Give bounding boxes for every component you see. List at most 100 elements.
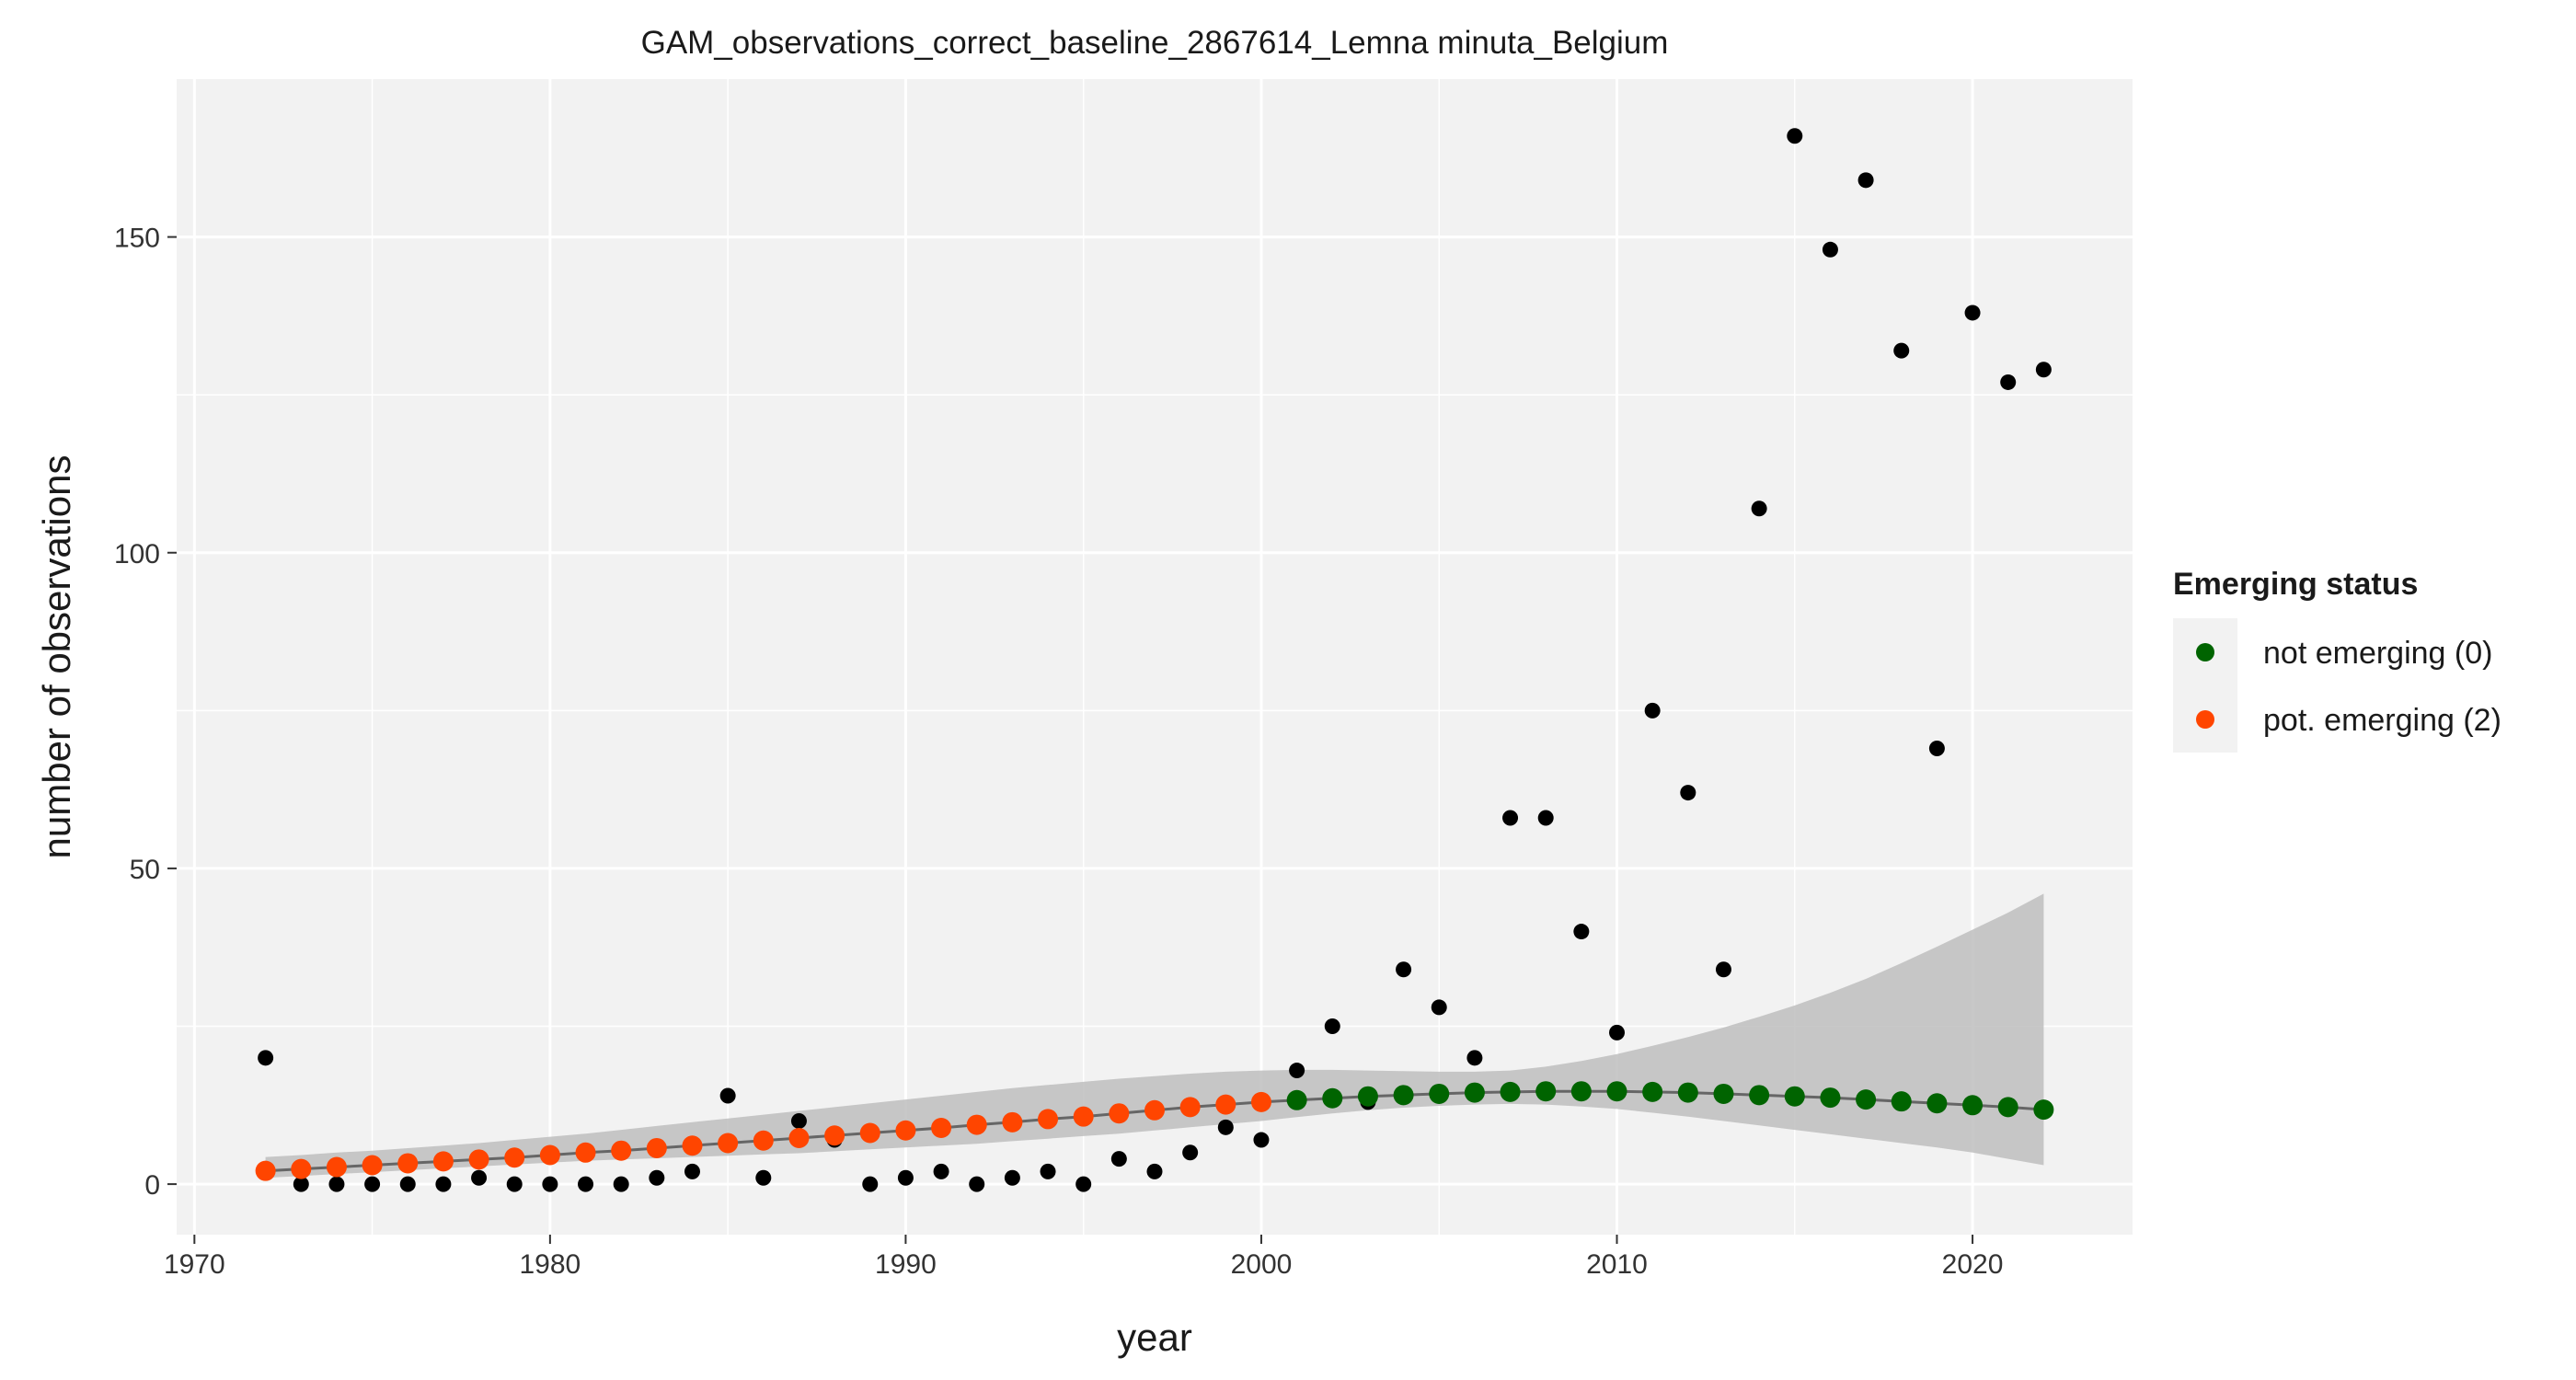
observed-point bbox=[862, 1176, 879, 1192]
y-axis-title: number of observations bbox=[35, 455, 78, 859]
chart-title: GAM_observations_correct_baseline_286761… bbox=[641, 25, 1669, 61]
observed-point bbox=[578, 1176, 594, 1192]
observed-point bbox=[328, 1176, 345, 1192]
observed-point bbox=[755, 1169, 772, 1186]
legend-key-not-emerging bbox=[2196, 643, 2214, 661]
fitted-point bbox=[1286, 1089, 1307, 1110]
observed-point bbox=[1893, 342, 1910, 359]
observed-point bbox=[1928, 741, 1945, 757]
observed-point bbox=[613, 1176, 629, 1192]
fitted-point bbox=[1713, 1083, 1734, 1104]
observed-point bbox=[1040, 1163, 1056, 1179]
fitted-point bbox=[1144, 1099, 1165, 1121]
fitted-point bbox=[1677, 1082, 1698, 1103]
fitted-point bbox=[1606, 1081, 1627, 1102]
observed-point bbox=[649, 1169, 665, 1186]
confidence-band bbox=[265, 893, 2044, 1179]
fitted-point bbox=[1570, 1081, 1592, 1102]
fitted-point bbox=[539, 1144, 560, 1166]
observed-point bbox=[1182, 1144, 1199, 1161]
fitted-point bbox=[1535, 1081, 1557, 1102]
fitted-point bbox=[1002, 1111, 1023, 1133]
legend-label-pot-emerging: pot. emerging (2) bbox=[2263, 703, 2501, 738]
observed-point bbox=[1680, 785, 1696, 801]
x-tick-label: 2010 bbox=[1586, 1249, 1648, 1280]
grid bbox=[177, 79, 2133, 1235]
observed-point bbox=[1822, 241, 1838, 258]
observed-point bbox=[1253, 1132, 1270, 1148]
fitted-point bbox=[753, 1130, 774, 1151]
fitted-points bbox=[255, 1081, 2054, 1181]
fitted-point bbox=[1322, 1087, 1343, 1109]
observed-point bbox=[684, 1163, 700, 1179]
fitted-point bbox=[859, 1122, 880, 1144]
fitted-point bbox=[966, 1114, 987, 1135]
fitted-point bbox=[255, 1160, 276, 1181]
observed-point bbox=[1573, 924, 1590, 940]
fitted-point bbox=[718, 1133, 739, 1154]
observed-point bbox=[1431, 999, 1447, 1016]
fitted-point bbox=[1464, 1082, 1485, 1103]
observed-point bbox=[897, 1169, 914, 1186]
fitted-point bbox=[1215, 1094, 1236, 1115]
observed-point bbox=[1787, 128, 1803, 144]
fitted-point bbox=[1357, 1086, 1378, 1107]
legend-label-not-emerging: not emerging (0) bbox=[2263, 636, 2492, 671]
observed-point bbox=[1609, 1024, 1626, 1041]
fitted-point bbox=[1179, 1097, 1201, 1118]
observed-point bbox=[719, 1087, 736, 1104]
legend-key-background bbox=[2173, 618, 2237, 753]
observed-point bbox=[293, 1176, 309, 1192]
fitted-point bbox=[397, 1153, 419, 1174]
observed-point bbox=[1110, 1151, 1127, 1167]
fitted-point bbox=[1926, 1093, 1948, 1114]
fitted-point bbox=[1891, 1091, 1912, 1112]
fitted-point bbox=[504, 1147, 525, 1168]
observed-point bbox=[1075, 1176, 1092, 1192]
observed-point bbox=[1324, 1018, 1340, 1035]
x-axis-title: year bbox=[1117, 1316, 1192, 1359]
fitted-point bbox=[291, 1158, 312, 1179]
fitted-point bbox=[468, 1149, 489, 1170]
observed-point bbox=[933, 1163, 949, 1179]
observed-point bbox=[1502, 810, 1519, 826]
observed-point bbox=[1217, 1119, 1234, 1135]
fitted-point bbox=[432, 1151, 454, 1172]
x-tick-label: 1970 bbox=[164, 1249, 225, 1280]
fitted-point bbox=[1997, 1097, 2018, 1118]
fitted-point bbox=[1749, 1085, 1770, 1106]
y-tick-label: 0 bbox=[144, 1170, 160, 1201]
observed-point bbox=[1857, 172, 1874, 189]
fitted-point bbox=[646, 1137, 667, 1158]
fitted-point bbox=[1500, 1081, 1521, 1102]
fitted-point bbox=[575, 1142, 596, 1163]
fitted-point bbox=[1429, 1083, 1450, 1104]
fitted-point bbox=[1250, 1091, 1271, 1112]
observed-point bbox=[506, 1176, 523, 1192]
fitted-point bbox=[1073, 1106, 1094, 1127]
observed-point bbox=[1537, 810, 1554, 826]
fitted-point bbox=[1856, 1089, 1877, 1110]
observed-point bbox=[1004, 1169, 1020, 1186]
observed-point bbox=[435, 1176, 452, 1192]
x-tick-label: 1990 bbox=[875, 1249, 937, 1280]
y-tick-label: 150 bbox=[114, 224, 160, 254]
observed-point bbox=[1396, 961, 1412, 978]
fitted-point bbox=[788, 1127, 810, 1148]
observed-point bbox=[969, 1176, 985, 1192]
axes: 1970 1980 1990 2000 2010 2020 0 50 100 150 bbox=[114, 224, 2003, 1280]
fitted-point bbox=[1784, 1086, 1805, 1107]
x-tick-label: 2020 bbox=[1942, 1249, 2004, 1280]
x-tick-label: 1980 bbox=[519, 1249, 581, 1280]
fitted-point bbox=[1962, 1095, 1984, 1116]
observed-point bbox=[471, 1169, 488, 1186]
observed-point bbox=[1466, 1050, 1483, 1066]
observed-point bbox=[1146, 1163, 1163, 1179]
observed-point bbox=[2035, 362, 2052, 378]
confidence-band-area bbox=[265, 893, 2044, 1179]
observed-point bbox=[542, 1176, 558, 1192]
fitted-point bbox=[1642, 1081, 1663, 1102]
observed-point bbox=[2000, 374, 2017, 390]
fitted-point bbox=[611, 1140, 632, 1161]
